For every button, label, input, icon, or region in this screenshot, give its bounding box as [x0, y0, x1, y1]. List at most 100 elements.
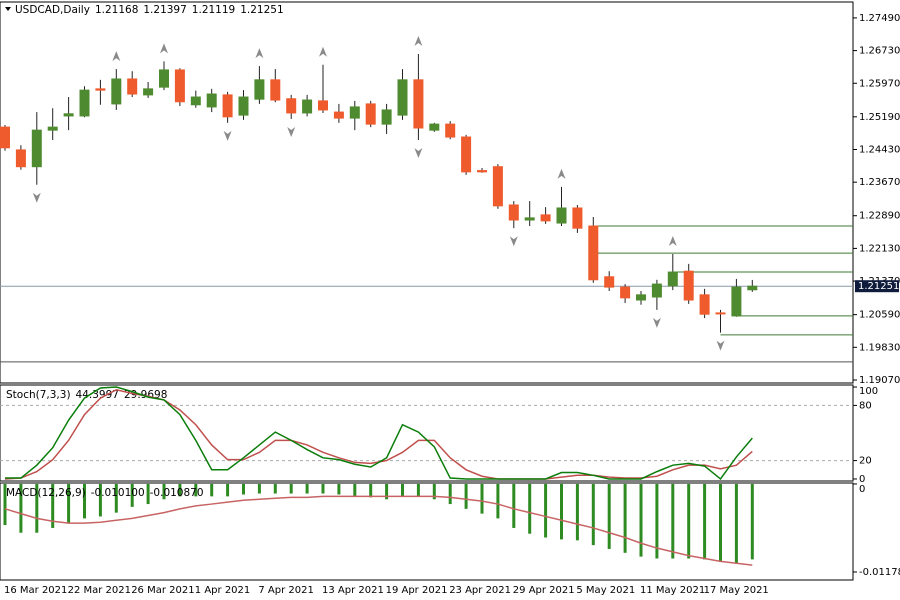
x-tick-label: 19 Apr 2021: [386, 585, 448, 596]
candle-body: [651, 283, 662, 298]
macd-bar: [671, 483, 675, 559]
macd-bar: [242, 483, 245, 495]
candle-body: [286, 98, 297, 114]
candle-body: [0, 126, 10, 149]
x-tick-label: 11 May 2021: [640, 585, 705, 596]
candle-body: [492, 166, 503, 207]
x-tick-label: 7 Apr 2021: [258, 585, 313, 596]
y-tick-label: 80: [859, 400, 872, 411]
fractal-up: [112, 51, 121, 62]
candle-body: [715, 312, 726, 315]
candle-body: [620, 286, 631, 299]
candle-body: [47, 126, 58, 131]
candle-body: [540, 214, 551, 222]
fractal-up: [319, 46, 327, 57]
candle-body: [238, 96, 249, 116]
ohlc-open: 1.21168: [95, 4, 138, 16]
candle-body: [127, 78, 138, 95]
candle-body: [429, 123, 440, 131]
indicator-title: MACD(12,26,9) -0.010100 -0.010870: [6, 487, 204, 499]
x-tick-label: 26 Mar 2021: [131, 585, 194, 596]
macd-bar: [655, 483, 659, 559]
macd-bar: [528, 483, 532, 534]
fractal-down: [716, 340, 725, 351]
candle-body: [397, 79, 408, 116]
indicator-value: -0.010100: [91, 487, 145, 499]
ohlc-high: 1.21397: [143, 4, 186, 16]
indicator-value: 44.3997: [76, 389, 119, 401]
macd-bar: [448, 483, 452, 505]
x-tick-label: 22 Mar 2021: [68, 585, 131, 596]
candle-body: [556, 207, 567, 224]
macd-bar: [3, 483, 7, 526]
macd-bar: [289, 483, 293, 494]
fractal-up: [557, 168, 566, 179]
macd-bar: [432, 483, 436, 500]
candle-body: [445, 123, 456, 138]
candle-body: [461, 136, 472, 173]
stoch-line: [5, 386, 753, 481]
ohlc-close: 1.21251: [240, 4, 283, 16]
candle-body: [588, 225, 599, 281]
y-tick-label: 1.20590: [859, 310, 900, 321]
fractal-down: [32, 192, 41, 203]
candle-body: [365, 103, 376, 125]
macd-bar: [19, 483, 23, 533]
candle-body: [636, 294, 646, 301]
signal-line: [4, 495, 753, 566]
candle-body: [143, 88, 154, 96]
chart-title: USDCAD,Daily: [15, 4, 90, 16]
fractal-up: [160, 43, 168, 54]
x-tick-label: 23 Apr 2021: [449, 585, 511, 596]
y-tick-label: 1.25970: [859, 78, 900, 89]
candle-body: [302, 99, 313, 114]
candle-body: [159, 69, 169, 88]
macd-bar: [575, 483, 579, 541]
fractal-up: [414, 36, 423, 47]
candle-body: [381, 109, 392, 125]
macd-bar: [273, 483, 277, 494]
y-tick-label: 0: [859, 484, 865, 495]
candle-body: [747, 285, 758, 291]
macd-bar: [719, 483, 722, 562]
candle-body: [731, 286, 742, 317]
candle-body: [508, 204, 519, 221]
y-tick-label: 20: [859, 456, 872, 467]
macd-bar: [194, 483, 198, 497]
main-panel: [0, 1, 854, 384]
macd-bar: [544, 483, 548, 538]
fractal-down: [223, 130, 232, 141]
candle-body: [667, 271, 678, 287]
macd-bar: [416, 483, 420, 497]
macd-panel: [0, 482, 854, 581]
y-tick-label: 1.22130: [859, 243, 900, 254]
candle-body: [206, 93, 217, 108]
macd-bar: [226, 483, 230, 497]
macd-bar: [687, 483, 691, 559]
menu-arrow[interactable]: [5, 7, 11, 11]
macd-bar: [496, 483, 500, 519]
candle-body: [95, 88, 106, 91]
macd-bar: [750, 483, 754, 560]
macd-bar: [623, 483, 627, 553]
candle-body: [524, 217, 535, 221]
indicator-name: MACD(12,26,9): [6, 487, 86, 499]
y-tick-label: 1.24430: [859, 144, 900, 155]
x-tick-label: 16 Mar 2021: [4, 585, 67, 596]
x-tick-label: 1 Apr 2021: [195, 585, 250, 596]
macd-bar: [560, 483, 563, 540]
macd-bar: [703, 483, 707, 560]
ohlc-low: 1.21119: [192, 4, 235, 16]
x-tick-label: 29 Apr 2021: [513, 585, 575, 596]
macd-bar: [83, 483, 86, 519]
candle-body: [222, 94, 233, 118]
candle-body: [333, 111, 344, 119]
fractal-down: [414, 148, 423, 159]
indicator-value: -0.010870: [150, 487, 204, 499]
fractal-down: [652, 317, 661, 328]
macd-bar: [512, 483, 516, 528]
macd-bar: [210, 483, 214, 497]
candle-body: [699, 294, 710, 315]
stoch-line: [4, 388, 753, 480]
candle-body: [190, 96, 201, 106]
